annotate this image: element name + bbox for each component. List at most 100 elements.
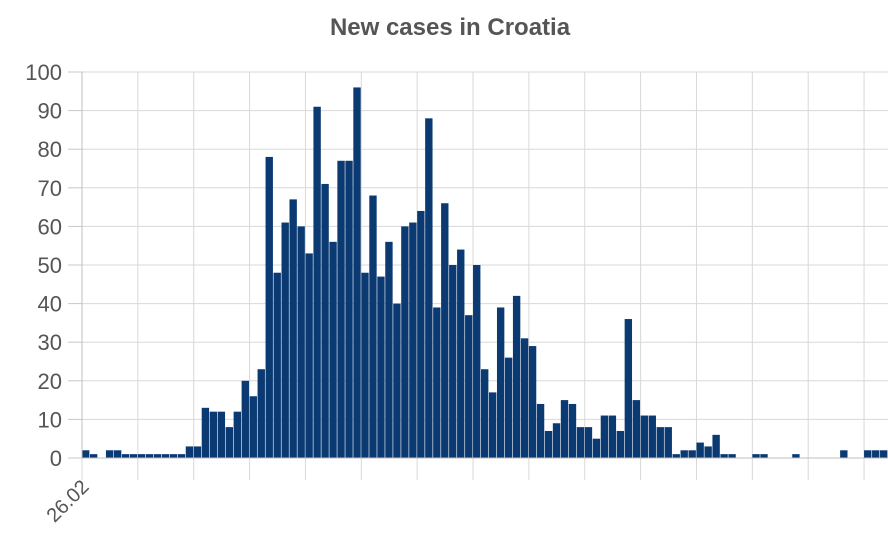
bar bbox=[217, 411, 226, 458]
bar bbox=[640, 415, 648, 458]
y-tick-label: 90 bbox=[38, 99, 62, 124]
y-tick-label: 30 bbox=[38, 330, 62, 355]
bar bbox=[880, 450, 888, 458]
bar bbox=[241, 380, 249, 458]
bar bbox=[752, 454, 760, 458]
bar bbox=[345, 160, 353, 458]
bar bbox=[129, 454, 138, 458]
bar bbox=[576, 427, 585, 458]
bar bbox=[89, 454, 98, 458]
bar bbox=[473, 265, 481, 458]
bar bbox=[393, 303, 401, 458]
bar bbox=[409, 222, 417, 458]
bar bbox=[289, 199, 297, 458]
bar bbox=[201, 407, 210, 458]
bar bbox=[449, 265, 457, 458]
bar bbox=[297, 226, 305, 458]
bar bbox=[481, 369, 489, 458]
bar bbox=[273, 272, 281, 458]
bar bbox=[728, 454, 736, 458]
bar bbox=[584, 427, 593, 458]
bar bbox=[153, 454, 162, 458]
y-tick-label: 0 bbox=[50, 446, 62, 471]
bar bbox=[249, 396, 257, 458]
y-tick-label: 60 bbox=[38, 214, 62, 239]
bar bbox=[544, 430, 553, 458]
bar bbox=[441, 203, 449, 458]
bar bbox=[313, 106, 321, 459]
bar bbox=[632, 400, 641, 458]
bar bbox=[105, 450, 114, 458]
bar bbox=[608, 415, 617, 458]
bar bbox=[488, 392, 497, 458]
bar bbox=[225, 427, 234, 458]
y-tick-label: 20 bbox=[38, 369, 62, 394]
x-tick-label: 26.02 bbox=[43, 476, 94, 527]
bar bbox=[720, 454, 728, 458]
bar bbox=[385, 241, 393, 458]
bar bbox=[209, 411, 218, 458]
bar bbox=[257, 369, 265, 458]
bar bbox=[265, 156, 273, 459]
bar bbox=[680, 450, 688, 458]
bar bbox=[560, 400, 569, 458]
axes bbox=[68, 71, 888, 459]
y-tick-label: 40 bbox=[38, 292, 62, 317]
bar bbox=[840, 450, 848, 458]
y-tick-label: 50 bbox=[38, 253, 62, 278]
bar bbox=[624, 319, 633, 458]
y-tick-label: 70 bbox=[38, 176, 62, 201]
bar bbox=[281, 222, 289, 458]
bar bbox=[305, 253, 313, 458]
bar bbox=[377, 276, 385, 458]
bar bbox=[233, 411, 242, 458]
y-tick-label: 10 bbox=[38, 407, 62, 432]
bar bbox=[433, 307, 441, 458]
bar bbox=[361, 272, 369, 458]
bar bbox=[504, 357, 513, 458]
bar bbox=[82, 450, 90, 458]
bar bbox=[496, 307, 505, 458]
bar bbox=[425, 118, 433, 458]
bar bbox=[353, 87, 361, 458]
bar bbox=[792, 454, 800, 458]
bar bbox=[417, 210, 425, 458]
bar bbox=[568, 403, 577, 458]
bar bbox=[329, 241, 337, 458]
bar bbox=[552, 423, 561, 458]
y-tick-label: 100 bbox=[25, 60, 62, 85]
bar bbox=[592, 438, 601, 458]
y-tick-label: 80 bbox=[38, 137, 62, 162]
bar bbox=[169, 454, 178, 458]
bar bbox=[648, 415, 656, 458]
chart-title: New cases in Croatia bbox=[329, 14, 571, 41]
bar bbox=[712, 434, 720, 458]
bar bbox=[528, 346, 537, 458]
bar bbox=[704, 446, 712, 458]
bar bbox=[872, 450, 880, 458]
bar bbox=[177, 454, 186, 458]
bar bbox=[193, 446, 202, 458]
bar bbox=[457, 249, 465, 458]
bar bbox=[760, 454, 768, 458]
bar bbox=[536, 403, 545, 458]
bar bbox=[688, 450, 696, 458]
bar bbox=[145, 454, 154, 458]
bar bbox=[664, 427, 672, 458]
bar bbox=[121, 454, 130, 458]
bar bbox=[616, 430, 625, 458]
bar bbox=[600, 415, 609, 458]
bar bbox=[696, 442, 704, 458]
bar-series bbox=[82, 87, 888, 459]
bar bbox=[512, 295, 521, 458]
bar bbox=[161, 454, 170, 458]
bar bbox=[864, 450, 872, 458]
bar bbox=[185, 446, 194, 458]
bar bbox=[520, 338, 529, 458]
bar bbox=[465, 315, 473, 458]
bar bbox=[656, 427, 664, 458]
bar bbox=[137, 454, 146, 458]
bar bbox=[401, 226, 409, 458]
bar bbox=[672, 454, 680, 458]
